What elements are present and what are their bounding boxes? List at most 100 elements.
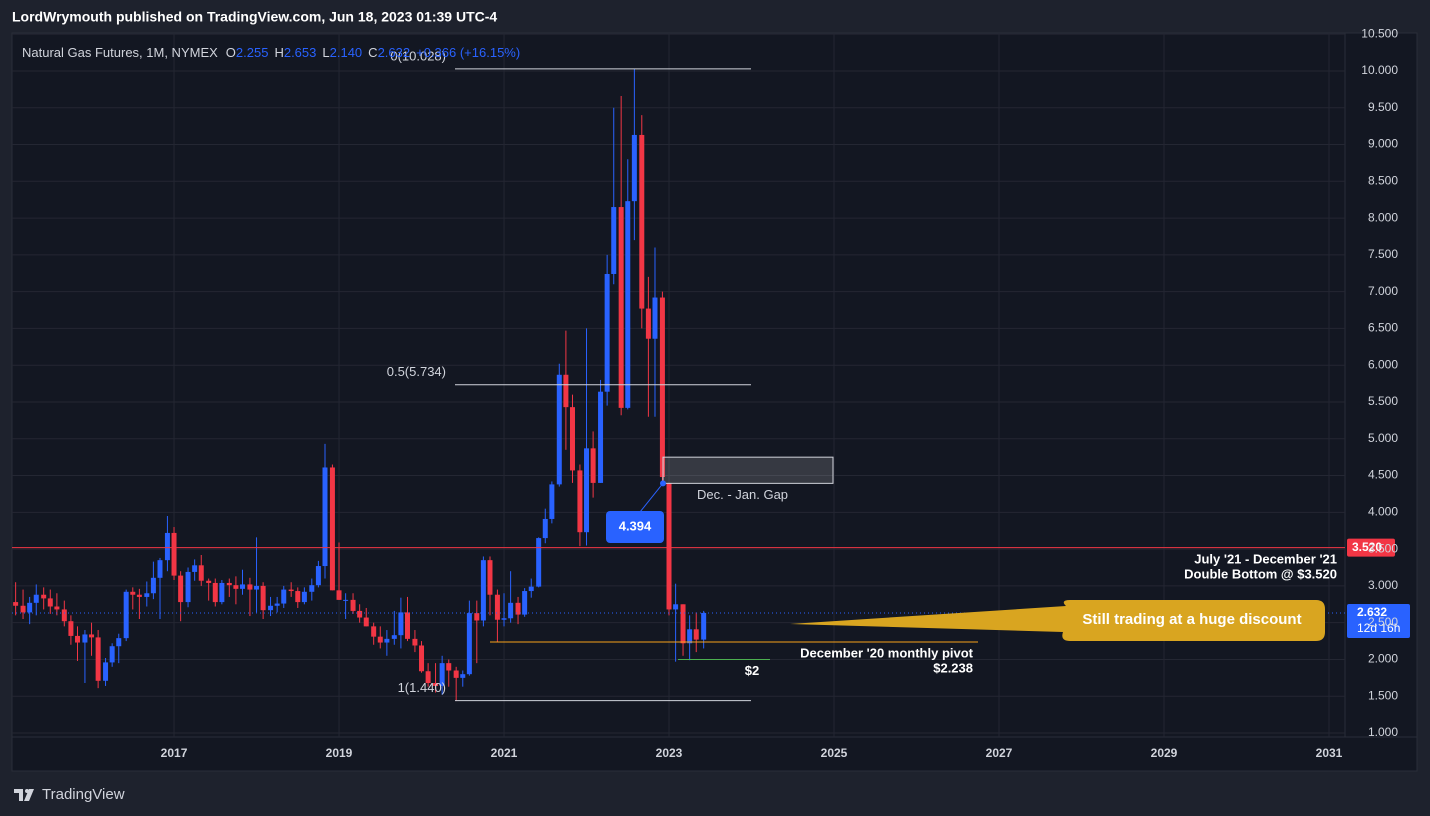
- gap-label: Dec. - Jan. Gap: [697, 487, 788, 502]
- candle-body: [212, 582, 218, 603]
- candle-body: [501, 618, 507, 620]
- candle-body: [144, 593, 150, 597]
- callout-shape: [790, 600, 1325, 641]
- candle-body: [315, 566, 321, 586]
- y-tick-label: 4.500: [1368, 468, 1398, 482]
- candle-body: [157, 560, 163, 578]
- x-tick-label: 2027: [986, 746, 1013, 760]
- candle-body: [61, 609, 67, 622]
- candle-body: [27, 602, 33, 613]
- y-tick-label: 10.500: [1361, 26, 1398, 40]
- candle-body: [563, 374, 569, 408]
- candle-body: [453, 670, 459, 678]
- candle-body: [54, 606, 60, 610]
- candle-body: [569, 407, 575, 471]
- candle-body: [95, 637, 101, 681]
- x-tick-label: 2023: [656, 746, 683, 760]
- gap-box: [662, 456, 834, 484]
- candle-body: [150, 577, 156, 594]
- y-tick-label: 5.000: [1368, 431, 1398, 445]
- candle-body: [673, 604, 679, 610]
- logo-dot: [25, 789, 29, 793]
- candle-body: [508, 602, 514, 619]
- resistance-note: Double Bottom @ $3.520: [1184, 566, 1337, 581]
- candle-body: [536, 538, 542, 587]
- footer-logo: TradingView: [14, 786, 125, 803]
- y-tick-label: 8.000: [1368, 210, 1398, 224]
- candle-body: [136, 594, 142, 597]
- y-tick-label: 6.500: [1368, 321, 1398, 335]
- candle-body: [164, 532, 170, 561]
- candle-body: [109, 646, 115, 663]
- candle-body: [652, 297, 658, 339]
- grid: [12, 33, 1345, 737]
- fib-label: 0(10.028): [390, 48, 446, 63]
- candle-body: [75, 635, 81, 643]
- ohlc-key: C: [368, 45, 377, 60]
- price-tag: [1347, 603, 1410, 638]
- candle-body: [528, 586, 534, 592]
- candle-body: [301, 591, 307, 603]
- candle-body: [542, 518, 548, 539]
- resistance-note: July '21 - December '21: [1194, 551, 1337, 566]
- candle-body: [494, 594, 500, 620]
- candle-body: [412, 638, 418, 646]
- candle-body: [171, 532, 177, 576]
- ohlc-value: 2.632: [378, 45, 411, 60]
- candle-body: [549, 484, 555, 519]
- candle-body: [219, 582, 225, 603]
- candle-body: [295, 591, 301, 603]
- candle-body: [577, 470, 583, 533]
- candle-body: [41, 594, 47, 599]
- candle-body: [123, 591, 129, 639]
- candle-body: [198, 565, 204, 581]
- candle-body: [274, 603, 280, 606]
- candle-body: [350, 599, 356, 611]
- candle-body: [693, 629, 699, 640]
- candle-body: [363, 617, 369, 627]
- price-tag-label: 3.520: [1352, 540, 1382, 554]
- candle-body: [185, 571, 191, 603]
- candle-body: [404, 612, 410, 639]
- candle-body: [645, 308, 651, 339]
- candle-body: [371, 626, 377, 637]
- y-tick-label: 1.000: [1368, 725, 1398, 739]
- fib-label: 0.5(5.734): [387, 364, 446, 379]
- candle-body: [611, 207, 617, 274]
- support-label: $2: [745, 663, 759, 678]
- candle-body: [343, 599, 349, 601]
- y-tick-label: 5.500: [1368, 394, 1398, 408]
- candle-body: [357, 610, 363, 618]
- candle-body: [631, 134, 637, 202]
- candle-body: [20, 605, 26, 613]
- candle-body: [309, 585, 315, 592]
- candle-body: [226, 582, 232, 586]
- candle-body: [433, 683, 439, 686]
- callout-label: Still trading at a huge discount: [1082, 611, 1301, 628]
- candle-body: [130, 591, 136, 595]
- candle-body: [288, 589, 294, 592]
- candle-body: [556, 374, 562, 485]
- pivot-note: $2.238: [933, 660, 973, 675]
- candle-body: [192, 565, 198, 572]
- candle-body: [398, 612, 404, 636]
- candle-body: [233, 585, 239, 589]
- candle-body: [13, 602, 19, 606]
- candle-body: [329, 467, 335, 591]
- marker-box: [606, 511, 664, 543]
- candle-body: [590, 448, 596, 483]
- x-tick-label: 2017: [161, 746, 188, 760]
- y-tick-label: 9.000: [1368, 137, 1398, 151]
- candle-body: [206, 580, 212, 583]
- y-tick-label: 2.000: [1368, 652, 1398, 666]
- price-tag-label: 2.632: [1357, 605, 1387, 619]
- overlays: 0(10.028) 0.5(5.734) 1(1.440) 3.520 July '21…: [12, 48, 1410, 702]
- candle-body: [687, 629, 693, 644]
- candle-body: [89, 634, 95, 638]
- candle-body: [254, 585, 260, 590]
- candle-body: [384, 638, 390, 643]
- candle-body: [103, 662, 109, 681]
- footer-brand: TradingView: [42, 786, 125, 803]
- y-tick-label: 10.000: [1361, 63, 1398, 77]
- candle-body: [260, 585, 266, 611]
